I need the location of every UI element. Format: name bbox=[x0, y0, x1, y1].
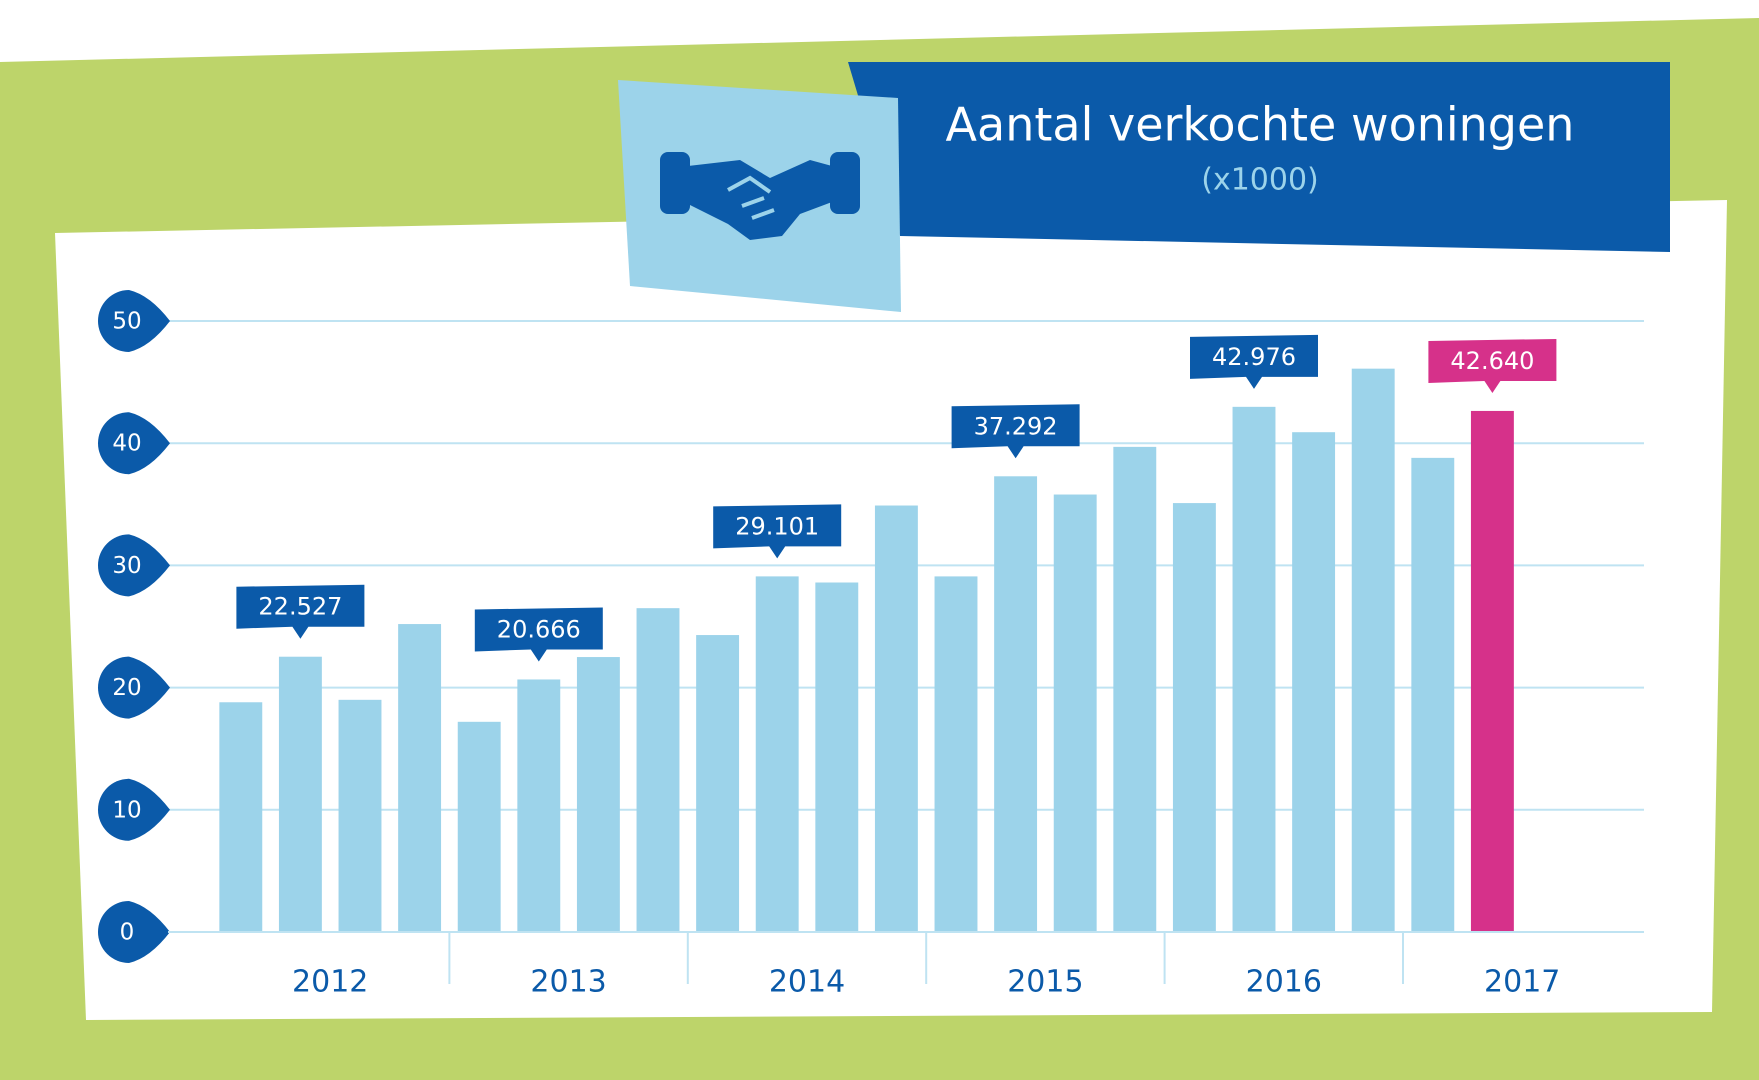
value-label: 29.101 bbox=[735, 512, 819, 540]
value-label: 42.640 bbox=[1450, 347, 1534, 375]
x-group-label: 2017 bbox=[1484, 965, 1560, 1000]
x-group-label: 2012 bbox=[292, 965, 368, 1000]
chart-subtitle: (x1000) bbox=[1201, 163, 1319, 198]
x-group-label: 2014 bbox=[769, 965, 845, 1000]
bar bbox=[517, 679, 561, 932]
y-tick-label: 30 bbox=[112, 553, 141, 579]
value-label: 20.666 bbox=[497, 615, 581, 643]
bar bbox=[338, 699, 382, 932]
value-callout bbox=[236, 584, 365, 639]
bar bbox=[874, 505, 918, 932]
tick-bubble bbox=[97, 656, 170, 719]
value-label: 37.292 bbox=[974, 412, 1058, 440]
bar bbox=[1113, 446, 1157, 932]
x-group-label: 2016 bbox=[1246, 965, 1322, 1000]
y-tick-label: 40 bbox=[112, 431, 141, 457]
x-group-label: 2015 bbox=[1007, 965, 1083, 1000]
title-banner bbox=[848, 62, 1670, 252]
bar bbox=[398, 624, 442, 932]
value-callout bbox=[1428, 338, 1557, 393]
x-group-label: 2013 bbox=[530, 965, 606, 1000]
bar bbox=[696, 635, 740, 932]
bar bbox=[1351, 368, 1395, 933]
bar bbox=[1470, 410, 1514, 932]
tick-bubble bbox=[97, 534, 170, 597]
y-tick-label: 10 bbox=[112, 797, 141, 823]
bar bbox=[1411, 457, 1455, 932]
bar bbox=[994, 476, 1038, 932]
tick-bubble bbox=[98, 901, 170, 963]
tick-bubble bbox=[97, 778, 170, 841]
bar bbox=[1053, 494, 1097, 932]
value-callout bbox=[1190, 334, 1318, 389]
bar bbox=[1232, 406, 1276, 933]
handshake-icon bbox=[660, 152, 860, 240]
value-label: 22.527 bbox=[258, 593, 342, 621]
bar bbox=[934, 576, 978, 932]
bar bbox=[278, 656, 322, 932]
chart-title: Aantal verkochte woningen bbox=[946, 98, 1575, 152]
bar bbox=[755, 576, 799, 932]
tick-bubble bbox=[98, 290, 170, 352]
bar bbox=[219, 702, 263, 932]
y-tick-label: 0 bbox=[120, 920, 135, 946]
bar bbox=[636, 608, 680, 932]
bar bbox=[576, 657, 620, 932]
value-callout bbox=[713, 504, 842, 559]
bar bbox=[457, 721, 501, 932]
value-label: 42.976 bbox=[1212, 343, 1296, 371]
bar bbox=[1172, 503, 1216, 932]
value-callout bbox=[951, 404, 1080, 459]
value-callout bbox=[474, 607, 603, 662]
y-tick-label: 20 bbox=[112, 675, 141, 701]
y-tick-label: 50 bbox=[112, 309, 141, 335]
tick-bubble bbox=[97, 412, 170, 475]
bar bbox=[815, 582, 859, 932]
bar bbox=[1292, 432, 1336, 932]
